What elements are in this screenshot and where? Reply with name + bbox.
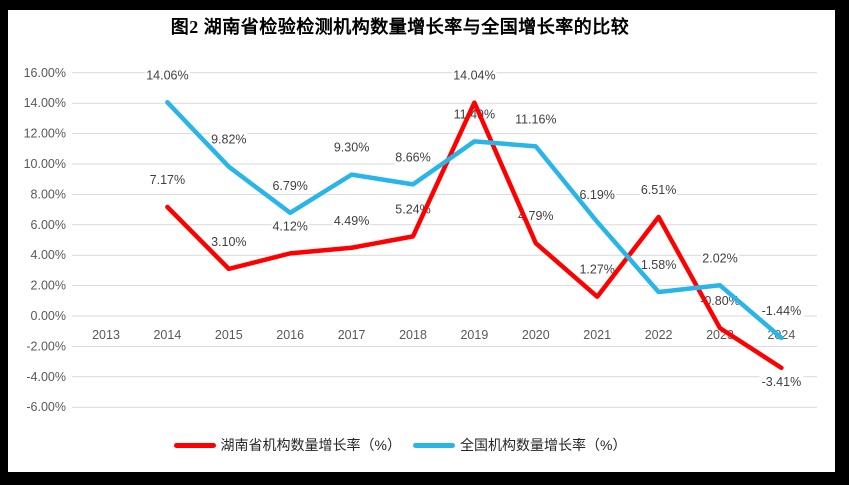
data-label-backdrop (452, 67, 497, 84)
y-tick-label: -2.00% (26, 339, 66, 353)
data-label: 14.04% (453, 69, 495, 83)
y-tick-label: 14.00% (24, 96, 66, 110)
y-tick-label: 2.00% (31, 279, 66, 293)
data-label-backdrop (759, 373, 804, 390)
data-label-backdrop (578, 261, 616, 278)
legend-label-national: 全国机构数量增长率（%） (460, 437, 627, 453)
data-label: 4.49% (334, 214, 369, 228)
x-tick-label: 2014 (153, 328, 181, 342)
y-tick-label: 12.00% (24, 127, 66, 141)
data-label-backdrop (148, 172, 186, 189)
data-label-backdrop (701, 250, 739, 267)
legend-swatch-hunan-icon (173, 442, 216, 448)
data-label: 4.12% (272, 219, 307, 233)
data-label: 2.02% (702, 251, 737, 265)
data-label: 11.16% (515, 112, 556, 126)
chart-title: 图2 湖南省检验检测机构数量增长率与全国增长率的比较 (170, 17, 630, 37)
data-label-backdrop (333, 139, 371, 156)
data-label-backdrop (210, 233, 248, 250)
data-label-backdrop (210, 131, 248, 148)
data-label-backdrop (145, 67, 190, 84)
data-label: 1.58% (641, 258, 676, 272)
y-tick-label: 8.00% (31, 187, 66, 201)
data-label-backdrop (333, 212, 371, 229)
legend-item-hunan: 湖南省机构数量增长率（%） (173, 435, 401, 455)
data-label: 6.51% (641, 183, 676, 197)
x-tick-label: 2017 (338, 328, 366, 342)
legend: 湖南省机构数量增长率（%） 全国机构数量增长率（%） (0, 435, 800, 455)
y-tick-label: -6.00% (26, 400, 66, 414)
data-label: 6.19% (579, 188, 614, 202)
y-tick-label: 4.00% (31, 248, 66, 262)
data-label: 6.79% (272, 179, 307, 193)
x-tick-label: 2020 (522, 328, 550, 342)
data-label: 7.17% (150, 173, 185, 187)
legend-item-national: 全国机构数量增长率（%） (413, 435, 626, 455)
data-label: 9.30% (334, 141, 369, 155)
legend-swatch-national-icon (413, 442, 455, 448)
data-label-backdrop (759, 302, 804, 319)
x-tick-label: 2019 (460, 328, 488, 342)
data-label-backdrop (452, 106, 497, 123)
data-label: -3.41% (762, 375, 802, 389)
data-label: 3.10% (211, 235, 246, 249)
series-line-hunan (165, 100, 784, 371)
data-label: 8.66% (395, 150, 430, 164)
data-label: 11.49% (454, 107, 495, 121)
data-label-backdrop (271, 218, 309, 235)
chart-background (8, 10, 835, 472)
y-tick-label: 0.00% (31, 309, 66, 323)
x-tick-label: 2022 (645, 328, 673, 342)
data-label-backdrop (578, 186, 616, 203)
y-tick-label: -4.00% (26, 370, 66, 384)
data-label-backdrop (394, 149, 432, 166)
data-label: -1.44% (762, 304, 802, 318)
data-label: 14.06% (146, 68, 188, 82)
series-line-national (165, 100, 784, 341)
x-tick-label: 2021 (583, 328, 611, 342)
data-label: -0.80% (700, 294, 740, 308)
y-tick-label: 10.00% (24, 157, 66, 171)
x-tick-label: 2013 (92, 328, 120, 342)
y-tick-label: 6.00% (31, 218, 66, 232)
data-label-backdrop (271, 177, 309, 194)
data-label-backdrop (640, 182, 678, 199)
data-label-backdrop (513, 111, 558, 128)
legend-label-hunan: 湖南省机构数量增长率（%） (220, 437, 401, 453)
data-label: 9.82% (211, 133, 246, 147)
y-tick-label: 16.00% (24, 66, 66, 80)
data-label-backdrop (640, 256, 678, 273)
x-tick-label: 2018 (399, 328, 427, 342)
data-label: 1.27% (579, 263, 614, 277)
x-tick-label: 2015 (215, 328, 243, 342)
x-tick-label: 2016 (276, 328, 304, 342)
